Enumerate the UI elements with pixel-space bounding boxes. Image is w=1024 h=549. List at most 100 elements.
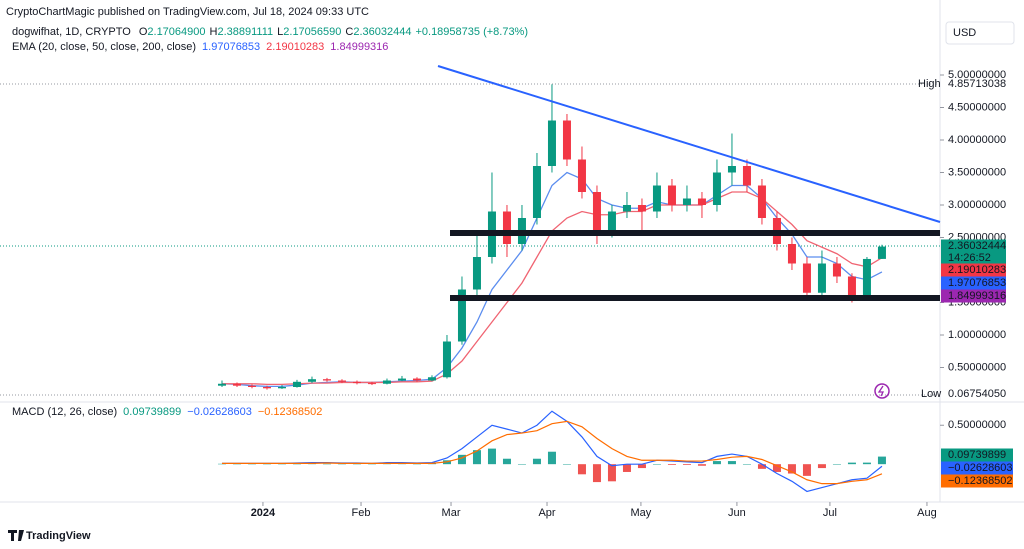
macd-histogram-bar [412, 463, 421, 465]
macd-line [221, 420, 883, 485]
candle-body [472, 257, 481, 290]
ohlc-value: 2.17064900 [147, 26, 205, 38]
price-label-box [941, 239, 1006, 253]
price-label-box [941, 289, 1006, 303]
macd-label-box [941, 448, 1013, 462]
price-label-box [941, 263, 1006, 277]
y-tick-label: 1.00000000 [948, 329, 1006, 341]
candle-body [442, 341, 451, 378]
macd-histogram-bar [742, 464, 751, 465]
macd-histogram-bar [877, 456, 886, 465]
x-tick-label: Apr [538, 507, 555, 519]
candle-body [277, 387, 286, 389]
trend-line [437, 65, 941, 223]
x-tick-label: Feb [352, 507, 371, 519]
candle-body [382, 380, 391, 384]
logo-text: TradingView [26, 530, 91, 542]
candle-body [412, 378, 421, 381]
price-label: 14:26:52 [948, 252, 991, 264]
macd-histogram-bar [652, 464, 661, 465]
macd-histogram-bar [682, 464, 691, 465]
macd-histogram-bar [577, 464, 586, 475]
ohlc-value: 2.38891111 [217, 26, 273, 38]
candle-body [697, 198, 706, 205]
ema-value: 1.97076853 [202, 41, 260, 53]
candle-body [622, 205, 631, 212]
macd-histogram-bar [562, 464, 571, 465]
macd-histogram-bar [292, 463, 301, 465]
candle-body [592, 192, 601, 231]
x-tick-label: Aug [917, 507, 937, 519]
candle-body [877, 246, 886, 259]
macd-histogram-bar [322, 463, 331, 465]
macd-histogram-bar [697, 464, 706, 466]
macd-histogram-bar [247, 463, 256, 465]
macd-histogram-bar [772, 464, 781, 472]
x-tick-label: May [631, 507, 652, 519]
candle-body [787, 244, 796, 264]
price-label: 2.19010283 [948, 264, 1006, 276]
macd-histogram-bar [352, 463, 361, 465]
x-tick-label: Jun [728, 507, 746, 519]
macd-histogram-bar [337, 463, 346, 465]
candle-body [832, 263, 841, 277]
macd-histogram-bar [532, 458, 541, 465]
macd-axis-label: −0.12368502 [948, 475, 1013, 487]
candle-body [457, 289, 466, 342]
candle-body [352, 381, 361, 384]
price-label-box [941, 251, 1006, 265]
ohlc-key: L [277, 26, 283, 38]
candle-body [577, 159, 586, 192]
macd-histogram-bar [727, 461, 736, 465]
candle-body [292, 381, 301, 387]
currency-button[interactable] [945, 21, 1015, 45]
price-label: 2.36032444 [948, 240, 1006, 252]
candle-body [397, 378, 406, 381]
candle-body [217, 383, 226, 386]
macd-histogram-bar [502, 458, 511, 465]
macd-histogram-bar [757, 464, 766, 469]
macd-histogram-bar [637, 464, 646, 469]
event-icon[interactable] [874, 383, 890, 399]
x-tick-label: 2024 [251, 507, 276, 519]
macd-label: MACD (12, 26, close) [12, 406, 117, 418]
candle-body [667, 185, 676, 205]
event-icon-bolt [877, 385, 885, 397]
macd-histogram-bar [472, 450, 481, 465]
macd-value: −0.02628603 [187, 406, 252, 418]
ohlc-key: C [345, 26, 353, 38]
logo-icon [8, 530, 24, 541]
macd-histogram-bar [667, 464, 676, 465]
macd-histogram-bar [622, 464, 631, 472]
macd-histogram-bar [232, 463, 241, 465]
macd-label-box [941, 461, 1013, 475]
price-label-box [941, 276, 1006, 290]
candle-body [847, 276, 856, 296]
symbol-row: dogwifhat, 1D, CRYPTO O2.17064900 H2.38891… [12, 26, 528, 38]
macd-histogram-bar [817, 464, 826, 469]
x-tick-label: Mar [442, 507, 461, 519]
change: +0.18958735 (+8.73%) [415, 26, 528, 38]
ema-row: EMA (20, close, 50, close, 200, close) 1.… [12, 41, 388, 53]
macd-histogram-bar [547, 451, 556, 465]
macd-row: MACD (12, 26, close) 0.09739899 −0.0262860… [12, 406, 322, 418]
macd-label-box [941, 474, 1013, 488]
candle-body [247, 385, 256, 387]
currency: USD [953, 27, 976, 39]
ohlc-value: 2.36032444 [353, 26, 411, 38]
price-label: 1.97076853 [948, 277, 1006, 289]
macd-histogram-bar [517, 464, 526, 465]
macd-axis-label: −0.02628603 [948, 462, 1013, 474]
y-tick-label: 4.00000000 [948, 134, 1006, 146]
candle-body [757, 185, 766, 218]
candle-body [262, 387, 271, 389]
low-value: 0.06754050 [948, 388, 1006, 400]
candle-body [607, 211, 616, 231]
candle-body [322, 379, 331, 381]
candle-body [232, 383, 241, 386]
candle-body [532, 166, 541, 218]
macd-value: 0.09739899 [123, 406, 181, 418]
candle-body [307, 379, 316, 382]
macd-histogram-bar [847, 462, 856, 465]
